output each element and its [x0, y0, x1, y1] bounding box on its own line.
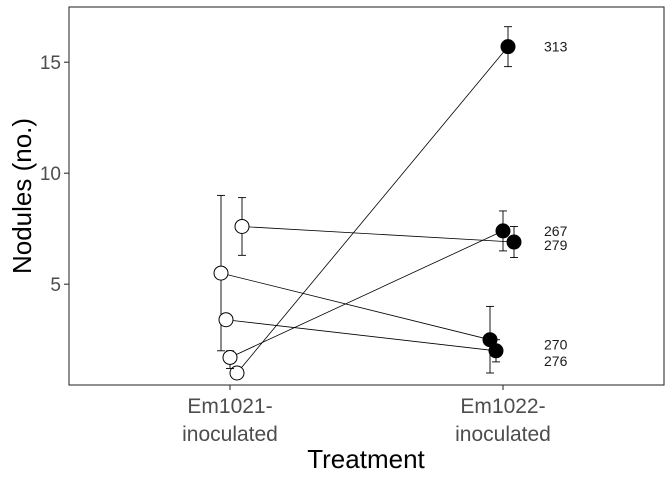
y-tick-label: 15: [40, 53, 61, 74]
y-tick-label: 5: [50, 275, 61, 296]
series-label: 276: [544, 353, 568, 369]
panel-border: [68, 6, 665, 386]
y-tick-label: 10: [40, 164, 61, 185]
series-line: [236, 46, 509, 374]
data-point-open: [222, 349, 238, 365]
series-label: 270: [544, 337, 568, 353]
series-group: 276: [218, 312, 568, 369]
x-tick-label: inoculated: [455, 423, 551, 446]
x-axis-title: Treatment: [307, 444, 425, 474]
data-point-open: [213, 265, 229, 281]
series-label: 267: [544, 223, 568, 239]
y-axis-title: Nodules (no.): [7, 118, 37, 274]
series-group: 267: [222, 210, 568, 370]
series-group: 279: [234, 197, 568, 259]
series-line: [229, 230, 504, 358]
axis-layer: 5 10 15 Em1021- inoculated Em1022- inoculated: [40, 53, 551, 446]
data-point-open: [218, 312, 234, 328]
series-label: 279: [544, 237, 568, 253]
series-line: [220, 272, 491, 341]
data-point-filled: [495, 223, 511, 239]
x-tick-label: inoculated: [182, 423, 278, 446]
series-line: [241, 226, 515, 243]
data-point-filled: [506, 234, 522, 250]
data-point-open: [229, 365, 245, 381]
data-point-filled: [500, 39, 516, 55]
data-point-open: [234, 218, 250, 234]
series-label: 313: [544, 39, 568, 55]
x-tick-label: Em1022-: [460, 395, 545, 418]
data-point-filled: [488, 343, 504, 359]
series-line: [225, 319, 497, 352]
x-tick-label: Em1021-: [187, 395, 272, 418]
series-group: 313: [229, 26, 568, 381]
